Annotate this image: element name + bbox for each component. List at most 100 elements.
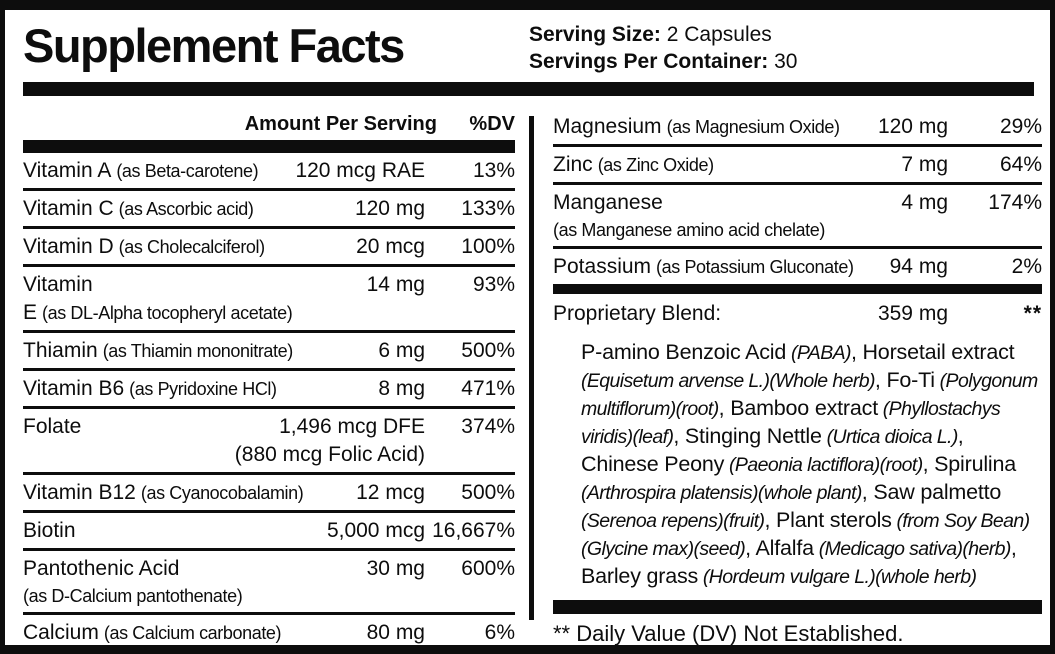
daily-value-footnote: ** Daily Value (DV) Not Established. [553, 621, 904, 646]
nutrient-dv: 600% [461, 557, 515, 580]
servings-per-container-label: Servings Per Container: [529, 50, 769, 73]
blend-ingredient-latin: (Medicago sativa)(herb) [813, 538, 1012, 560]
nutrient-source: (as Potassium Gluconate) [656, 257, 854, 277]
blend-divider-bar [553, 284, 1042, 294]
nutrient-name: Manganese [553, 191, 663, 214]
nutrient-row: Vitamin D (as Cholecalciferol) 20 mcg 100… [23, 229, 515, 267]
label-header: Supplement Facts Serving Size: 2 Capsule… [5, 10, 1050, 82]
nutrient-dv: 133% [461, 197, 515, 220]
blend-ingredient-latin: (Arthrospira platensis)(whole plant) [581, 482, 862, 504]
nutrient-row: Vitamin B6 (as Pyridoxine HCl) 8 mg 471% [23, 371, 515, 409]
blend-ingredient-latin: (Paeonia lactiflora)(root) [724, 454, 923, 476]
nutrient-name-cell: Vitamin D (as Cholecalciferol) [23, 233, 356, 261]
blend-ingredient-name: Plant sterols [776, 508, 892, 532]
nutrient-name-cell: Thiamin (as Thiamin mononitrate) [23, 337, 378, 365]
nutrient-dv: 500% [461, 481, 515, 504]
nutrient-amount: 94 mg [889, 255, 948, 278]
table-header: Amount Per Serving %DV [23, 109, 515, 140]
nutrient-name: Vitamin C [23, 197, 114, 220]
nutrient-row: Potassium (as Potassium Gluconate) 94 mg … [553, 249, 1042, 284]
nutrients-column-right: Magnesium (as Magnesium Oxide) 120 mg 29%… [553, 109, 1042, 646]
page-title: Supplement Facts [23, 19, 405, 72]
nutrient-name-cell: Vitamin A (as Beta-carotene) [23, 157, 295, 185]
nutrient-amount: 80 mg [366, 621, 425, 644]
proprietary-blend-label: Proprietary Blend: [553, 302, 722, 325]
blend-ingredient-name: Alfalfa [755, 536, 815, 560]
blend-ingredient-latin: (Polygonum multiflorum)(root) [581, 370, 1038, 420]
header-divider-bar [23, 82, 1034, 96]
nutrient-source: (as Manganese amino acid chelate) [553, 220, 825, 240]
servings-per-container-value: 30 [774, 50, 798, 73]
nutrient-amount: 30 mg [366, 557, 425, 580]
proprietary-blend-dv: ** [1023, 302, 1042, 325]
nutrient-dv: 500% [461, 339, 515, 362]
nutrient-name: Calcium [23, 621, 99, 644]
nutrient-name: Potassium [553, 255, 652, 278]
nutrient-row: Biotin 5,000 mcg 16,667% [23, 513, 515, 551]
nutrient-source: (as Ascorbic acid) [118, 199, 254, 219]
blend-ingredients-text: P-amino Benzoic Acid (PABA), Horsetail e… [581, 340, 1038, 588]
blend-ingredient-latin: (PABA) [786, 342, 852, 364]
nutrient-dv: 100% [461, 235, 515, 258]
blend-ingredient-name: Horsetail extract [862, 340, 1015, 364]
nutrient-dv: 13% [472, 159, 515, 182]
nutrient-name: Vitamin D [23, 235, 114, 258]
nutrient-name-cell: Zinc (as Zinc Oxide) [553, 151, 901, 179]
nutrient-row: Vitamin A (as Beta-carotene) 120 mcg RAE … [23, 153, 515, 191]
nutrient-row: Zinc (as Zinc Oxide) 7 mg 64% [553, 147, 1042, 185]
nutrient-amount: 4 mg [901, 191, 948, 214]
nutrient-row: Manganese (as Manganese amino acid chelat… [553, 185, 1042, 249]
nutrient-name-cell: Manganese (as Manganese amino acid chelat… [553, 189, 901, 243]
nutrient-amount: 120 mcg RAE [295, 159, 425, 182]
nutrient-row: Vitamin B12 (as Cyanocobalamin) 12 mcg 50… [23, 475, 515, 513]
table-header-bar [23, 140, 515, 153]
footnote-divider-bar [553, 600, 1042, 614]
nutrient-dv: 174% [988, 191, 1042, 214]
nutrient-source: (as Calcium carbonate) [103, 623, 282, 643]
nutrient-name-cell: Folate [23, 413, 235, 441]
percent-dv-header: %DV [469, 113, 515, 135]
nutrient-source: (as Magnesium Oxide) [666, 117, 840, 137]
blend-ingredient-latin: (Serenoa repens)(fruit) [581, 510, 765, 532]
blend-ingredient-name: Chinese Peony [581, 452, 725, 476]
serving-size-value: 2 Capsules [666, 23, 772, 46]
blend-ingredient-name: Barley grass [581, 564, 699, 588]
nutrient-row: Folate 1,496 mcg DFE (880 mcg Folic Acid)… [23, 409, 515, 475]
nutrient-name-cell: Vitamin C (as Ascorbic acid) [23, 195, 355, 223]
blend-ingredient-latin: (Urtica dioica L.) [821, 426, 959, 448]
left-nutrient-rows: Vitamin A (as Beta-carotene) 120 mcg RAE … [23, 153, 515, 645]
nutrient-row: Pantothenic Acid (as D-Calcium pantothena… [23, 551, 515, 615]
nutrient-source: (as DL-Alpha tocopheryl acetate) [42, 303, 293, 323]
blend-ingredient-latin: (Hordeum vulgare L.)(whole herb) [698, 566, 977, 588]
nutrient-row: Calcium (as Calcium carbonate) 80 mg 6% [23, 615, 515, 645]
nutrient-dv: 29% [999, 115, 1042, 138]
nutrient-row: Magnesium (as Magnesium Oxide) 120 mg 29% [553, 109, 1042, 147]
nutrient-amount: 14 mg [366, 273, 425, 296]
nutrients-column-left: Amount Per Serving %DV Vitamin A (as Beta… [23, 109, 515, 645]
nutrient-amount: 1,496 mcg DFE (880 mcg Folic Acid) [234, 415, 425, 466]
nutrient-source: (as D-Calcium pantothenate) [23, 586, 243, 606]
serving-info: Serving Size: 2 Capsules Servings Per Co… [529, 14, 1034, 75]
right-nutrient-rows: Magnesium (as Magnesium Oxide) 120 mg 29%… [553, 109, 1042, 284]
nutrient-dv: 471% [461, 377, 515, 400]
nutrient-name-cell: Calcium (as Calcium carbonate) [23, 619, 367, 645]
nutrient-name: Vitamin E [23, 273, 93, 324]
nutrient-amount: 120 mg [877, 115, 948, 138]
nutrient-name-cell: Vitamin E (as DL-Alpha tocopheryl acetate… [23, 271, 367, 327]
nutrient-dv: 16,667% [432, 519, 515, 542]
nutrient-dv: 64% [999, 153, 1042, 176]
blend-ingredient-name: Fo-Ti [886, 368, 935, 392]
nutrient-row: Vitamin E (as DL-Alpha tocopheryl acetate… [23, 267, 515, 333]
nutrient-source: (as Pyridoxine HCl) [129, 379, 277, 399]
blend-ingredient-name: Spirulina [934, 452, 1017, 476]
nutrient-amount: 120 mg [354, 197, 425, 220]
proprietary-blend-amount: 359 mg [877, 302, 948, 325]
nutrient-dv: 2% [1011, 255, 1042, 278]
nutrient-name: Vitamin B12 [23, 481, 136, 504]
nutrient-name-cell: Biotin [23, 517, 327, 545]
amount-per-serving-header: Amount Per Serving [244, 113, 437, 135]
column-divider [529, 116, 534, 620]
nutrient-name: Pantothenic Acid [23, 557, 180, 580]
nutrient-name: Vitamin B6 [23, 377, 125, 400]
nutrient-name-cell: Pantothenic Acid (as D-Calcium pantothena… [23, 555, 367, 609]
